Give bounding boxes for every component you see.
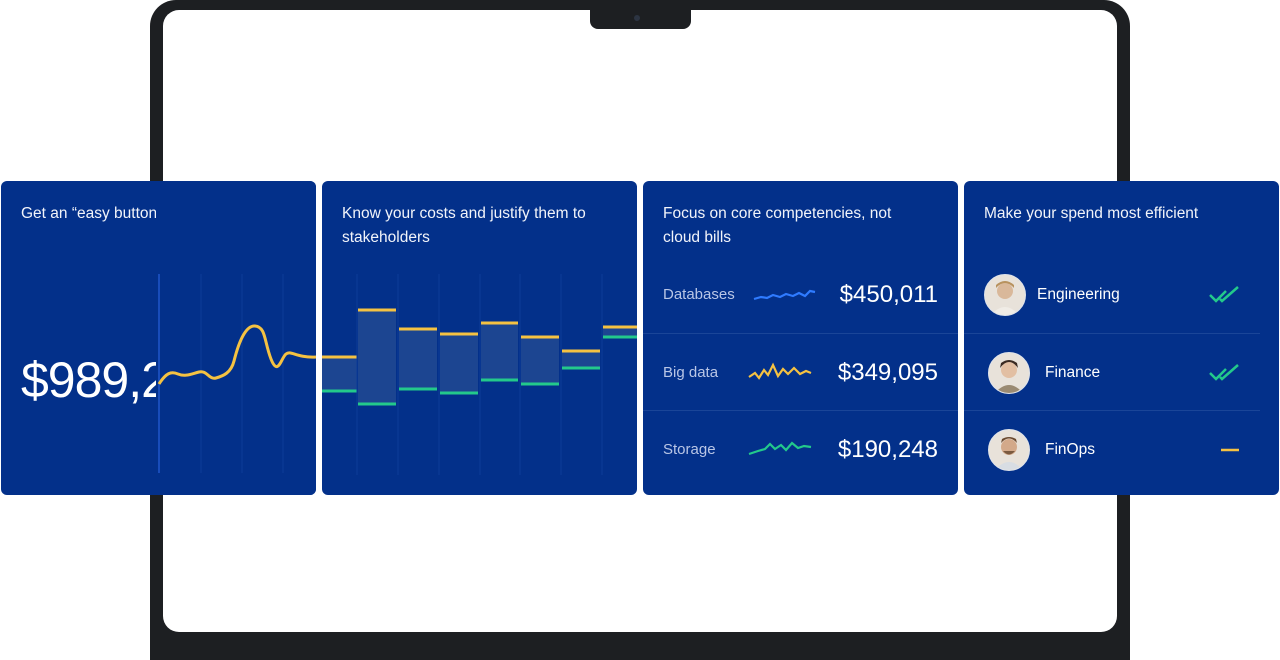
team-row-finops: FinOps [964, 410, 1260, 488]
double-check-icon [1209, 285, 1239, 303]
range-bar [399, 329, 437, 389]
cost-row-storage: Storage $190,248 [643, 410, 958, 488]
laptop-notch [590, 8, 691, 29]
range-bar [322, 357, 357, 391]
range-bar [481, 323, 518, 380]
team-row-engineering: Engineering [964, 256, 1260, 333]
trend-line [157, 324, 316, 385]
row-value: $450,011 [839, 280, 938, 308]
card-title: Know your costs and justify them to stak… [342, 205, 586, 246]
cost-row-databases: Databases $450,011 [643, 256, 958, 333]
team-label: Finance [1045, 363, 1101, 381]
total-cost-amount: $989,2 [21, 352, 169, 408]
cost-range-chart [322, 274, 637, 475]
card-title: Focus on core competencies, not cloud bi… [663, 205, 892, 246]
range-bar [358, 310, 396, 404]
dash-icon [1221, 448, 1239, 451]
team-label: FinOps [1045, 440, 1095, 458]
sparkline-storage [748, 440, 812, 455]
range-bar [521, 337, 559, 384]
card-cost-visibility: Get an “easy button” for cost visibility… [1, 181, 316, 495]
range-bar [603, 327, 637, 337]
cost-row-big-data: Big data $349,095 [643, 333, 958, 411]
double-check-icon [1209, 363, 1239, 381]
team-label: Engineering [1037, 285, 1120, 303]
camera-icon [634, 15, 640, 21]
sparkline-databases [753, 289, 816, 300]
cost-trend-chart [156, 181, 316, 495]
team-row-finance: Finance [964, 333, 1260, 411]
avatar [984, 273, 1026, 316]
row-value: $349,095 [837, 358, 938, 386]
sparkline-big-data [748, 361, 812, 380]
card-efficient-spend: Make your spend most efficient Engineeri… [964, 181, 1279, 495]
range-bar [440, 334, 478, 393]
row-value: $190,248 [837, 435, 938, 463]
avatar [988, 428, 1030, 471]
range-bar [562, 351, 600, 368]
row-label: Big data [663, 364, 719, 381]
avatar [988, 351, 1030, 394]
card-justify-costs: Know your costs and justify them to stak… [322, 181, 637, 495]
row-label: Storage [663, 441, 716, 458]
card-core-competencies: Focus on core competencies, not cloud bi… [643, 181, 958, 495]
card-title: Make your spend most efficient [984, 205, 1199, 222]
row-label: Databases [663, 286, 735, 303]
